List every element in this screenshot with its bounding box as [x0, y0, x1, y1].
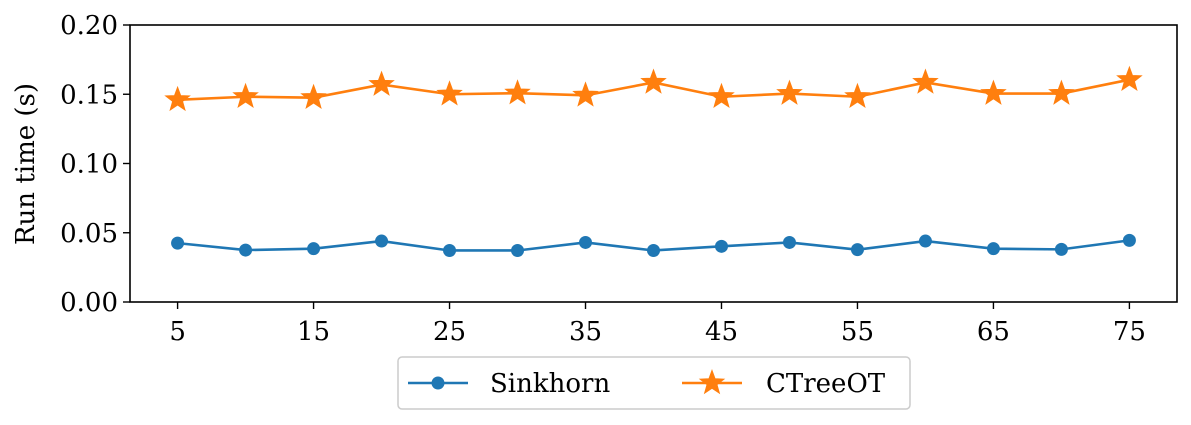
data-point-sinkhorn [714, 239, 728, 253]
data-point-sinkhorn [1122, 233, 1136, 247]
legend-label-sinkhorn: Sinkhorn [490, 369, 610, 399]
legend-entry-ctreeot: CTreeOT [682, 369, 886, 399]
plot-area [129, 24, 1178, 303]
y-tick-label: 0.00 [60, 288, 118, 318]
data-point-ctreeot [368, 70, 395, 96]
data-point-sinkhorn [443, 243, 457, 257]
series-sinkhorn [171, 233, 1136, 257]
legend-box [397, 356, 911, 410]
series-layer [164, 65, 1143, 257]
data-point-ctreeot [232, 82, 259, 109]
y-tick-label: 0.15 [60, 80, 118, 110]
data-point-sinkhorn [171, 236, 185, 250]
data-point-sinkhorn [239, 243, 253, 257]
y-axis: 0.00 0.05 0.10 0.15 0.20 [60, 11, 130, 318]
data-point-sinkhorn [579, 235, 593, 249]
y-tick-label: 0.20 [60, 11, 118, 41]
x-tick-label: 5 [169, 317, 186, 347]
data-point-ctreeot [776, 79, 803, 105]
x-tick-label: 55 [841, 317, 874, 347]
legend-label-ctreeot: CTreeOT [766, 369, 886, 399]
data-point-ctreeot [1116, 65, 1143, 91]
data-point-ctreeot [844, 82, 871, 109]
x-tick-label: 15 [297, 317, 330, 347]
data-point-ctreeot [164, 85, 191, 112]
data-point-sinkhorn [850, 243, 864, 257]
data-point-ctreeot [436, 80, 463, 106]
x-tick-label: 45 [705, 317, 738, 347]
data-point-sinkhorn [647, 243, 660, 257]
data-point-ctreeot [504, 79, 531, 105]
data-point-sinkhorn [986, 242, 1000, 256]
data-point-ctreeot [912, 68, 939, 94]
data-point-ctreeot [300, 83, 327, 110]
data-point-sinkhorn [918, 234, 932, 248]
x-tick-label: 25 [433, 317, 466, 347]
data-point-sinkhorn [511, 243, 525, 257]
series-ctreeot [164, 65, 1143, 112]
data-point-ctreeot [572, 81, 599, 107]
data-point-ctreeot [1048, 79, 1075, 105]
x-tick-label: 75 [1113, 317, 1146, 347]
x-tick-label: 35 [569, 317, 602, 347]
data-point-sinkhorn [1054, 242, 1068, 256]
x-axis: 5 15 25 35 45 55 65 75 [169, 302, 1146, 347]
legend: Sinkhorn CTreeOT [397, 356, 911, 410]
data-point-sinkhorn [782, 235, 796, 249]
legend-marker-ctreeot [698, 369, 726, 395]
y-tick-label: 0.05 [60, 219, 118, 249]
data-point-sinkhorn [307, 242, 321, 256]
data-point-ctreeot [980, 79, 1007, 105]
data-point-ctreeot [640, 68, 667, 94]
plot-frame [129, 24, 1178, 303]
data-point-ctreeot [708, 82, 735, 109]
data-point-sinkhorn [375, 234, 389, 248]
y-axis-label: Run time (s) [11, 83, 41, 245]
y-tick-label: 0.10 [60, 150, 118, 180]
x-tick-label: 65 [977, 317, 1010, 347]
legend-marker-sinkhorn [431, 376, 445, 390]
legend-entry-sinkhorn: Sinkhorn [408, 369, 610, 399]
